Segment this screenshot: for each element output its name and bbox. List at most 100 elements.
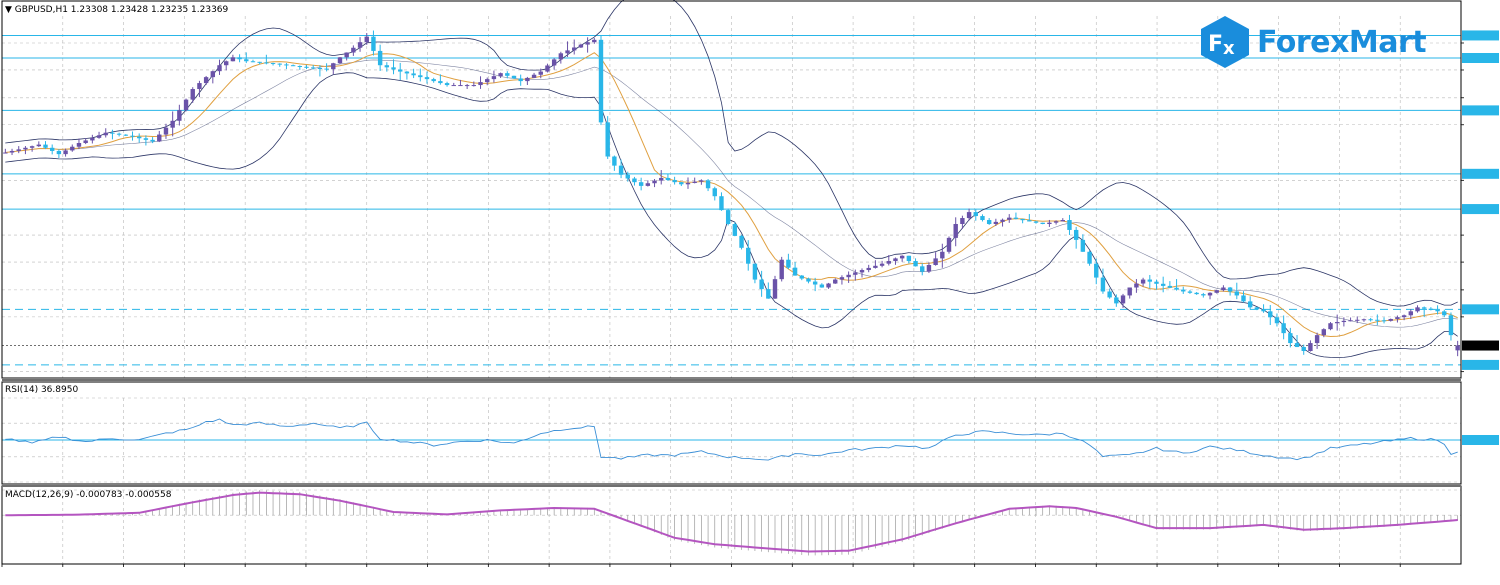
candle-bull xyxy=(177,110,182,121)
candle-bear xyxy=(1428,308,1434,310)
candle-bear xyxy=(317,67,323,69)
candle-bull xyxy=(585,42,590,45)
candle-bull xyxy=(190,89,195,100)
candle-bear xyxy=(672,180,677,183)
svg-text:F: F xyxy=(1208,32,1223,57)
candle-bull xyxy=(866,267,871,271)
candle-bull xyxy=(1388,318,1393,321)
candle-bear xyxy=(806,278,811,282)
candle-bull xyxy=(1047,222,1052,224)
candle-bull xyxy=(652,180,657,184)
candle-bull xyxy=(859,270,865,273)
candle-bull xyxy=(90,137,95,141)
rsi-panel xyxy=(2,418,1461,461)
candle-bull xyxy=(498,73,503,77)
candle-bear xyxy=(411,73,416,76)
bollinger-middle xyxy=(5,59,1458,328)
candle-bear xyxy=(1187,291,1193,293)
candle-bear xyxy=(123,134,129,136)
candle-bull xyxy=(993,221,999,224)
candle-bull xyxy=(1321,329,1327,336)
candle-bull xyxy=(9,150,15,153)
candle-bear xyxy=(1167,285,1173,288)
candle-bear xyxy=(49,147,55,151)
symbol-header[interactable]: ▼ GBPUSD,H1 1.23308 1.23428 1.23235 1.23… xyxy=(5,5,229,15)
candle-bear xyxy=(1201,294,1206,296)
candle-bull xyxy=(76,143,82,147)
candle-bear xyxy=(1381,320,1387,322)
candle-bull xyxy=(578,44,584,48)
candle-bull xyxy=(1361,319,1367,321)
candle-bear xyxy=(752,263,758,280)
candle-bull xyxy=(23,147,28,150)
bollinger-upper xyxy=(5,0,1458,307)
level-tag xyxy=(1462,359,1499,370)
level-tag xyxy=(1462,105,1499,116)
candle-bear xyxy=(250,61,256,63)
candle-bear xyxy=(1147,279,1152,282)
candle-bull xyxy=(170,120,175,128)
forexmart-logo: F x ForexMart xyxy=(1197,14,1427,70)
candle-bull xyxy=(491,76,497,80)
candle-bear xyxy=(377,50,383,66)
candle-bull xyxy=(685,182,691,185)
candle-bear xyxy=(110,132,115,134)
candle-bull xyxy=(1134,283,1139,288)
candle-bear xyxy=(1114,297,1119,304)
candle-bull xyxy=(163,127,169,135)
candle-bull xyxy=(551,59,557,66)
candle-bear xyxy=(605,122,610,157)
candle-bear xyxy=(1100,277,1106,292)
candle-bull xyxy=(16,149,21,151)
candle-bear xyxy=(1368,319,1373,321)
level-tag xyxy=(1462,52,1499,63)
candle-bull xyxy=(337,57,343,64)
candle-bear xyxy=(237,57,242,60)
candle-bull xyxy=(953,223,958,238)
candle-bear xyxy=(1301,347,1306,352)
level-tag xyxy=(1462,30,1499,41)
candle-bear xyxy=(324,68,329,70)
candle-bear xyxy=(1268,311,1273,318)
candle-bull xyxy=(926,265,932,272)
candle-bear xyxy=(1067,220,1072,230)
candle-bull xyxy=(331,63,336,70)
candle-bull xyxy=(197,83,202,90)
candle-bear xyxy=(1421,307,1427,309)
candle-bear xyxy=(116,133,122,135)
candle-bear xyxy=(759,279,764,290)
candle-bear xyxy=(270,63,276,65)
svg-text:x: x xyxy=(1223,38,1235,59)
candle-bear xyxy=(786,259,791,268)
candle-bear xyxy=(418,75,423,78)
candle-bear xyxy=(725,210,731,224)
candle-bull xyxy=(1314,335,1320,344)
candle-bear xyxy=(43,144,48,148)
candle-bear xyxy=(505,73,510,76)
candle-bear xyxy=(1288,333,1293,344)
candle-bull xyxy=(36,144,42,147)
candle-bear xyxy=(404,71,410,74)
candle-bull xyxy=(833,279,838,284)
candle-bull xyxy=(103,132,108,136)
candle-bear xyxy=(56,150,62,155)
candle-bear xyxy=(444,83,450,86)
candle-bull xyxy=(592,39,597,43)
candle-bear xyxy=(1294,343,1300,348)
candle-bear xyxy=(632,178,637,183)
candle-bull xyxy=(1341,320,1347,323)
candle-bear xyxy=(819,284,825,288)
main-panel-frame xyxy=(1,0,1462,379)
candle-bull xyxy=(565,50,570,54)
candle-bear xyxy=(598,39,604,123)
candle-bear xyxy=(812,281,818,285)
candle-bull xyxy=(1348,320,1353,322)
candle-bear xyxy=(284,64,289,66)
candle-bull xyxy=(1355,319,1360,321)
candle-bear xyxy=(1234,291,1239,296)
candle-bull xyxy=(940,251,945,259)
candle-bull xyxy=(203,77,209,84)
candle-bull xyxy=(29,146,35,148)
candle-bull xyxy=(846,274,851,278)
candle-bear xyxy=(438,81,443,84)
